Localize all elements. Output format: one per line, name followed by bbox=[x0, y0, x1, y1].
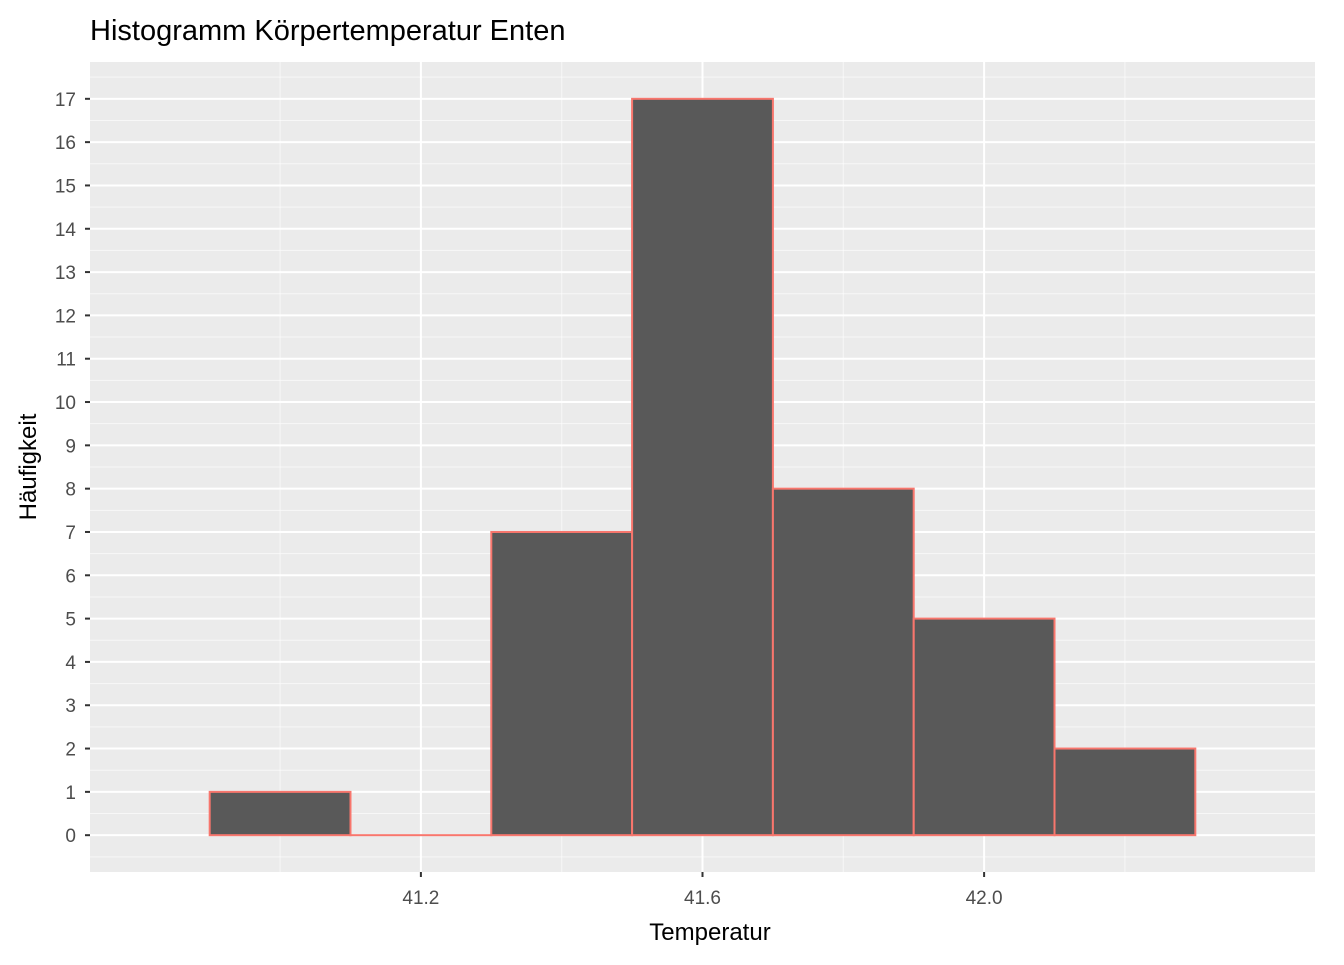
y-axis-label: Häufigkeit bbox=[15, 413, 42, 520]
y-tick-label: 5 bbox=[65, 610, 76, 631]
y-tick-label: 9 bbox=[65, 436, 76, 457]
y-tick-label: 7 bbox=[65, 523, 76, 544]
y-tick-label: 3 bbox=[65, 696, 76, 717]
y-tick-label: 6 bbox=[65, 566, 76, 587]
y-tick-label: 12 bbox=[55, 306, 76, 327]
y-tick-label: 2 bbox=[65, 740, 76, 761]
histogram-bar bbox=[210, 792, 351, 835]
y-tick-label: 10 bbox=[55, 393, 76, 414]
y-tick-label: 4 bbox=[65, 653, 76, 674]
y-tick-label: 14 bbox=[55, 220, 77, 241]
y-tick-label: 13 bbox=[55, 263, 76, 284]
histogram-bar bbox=[1055, 749, 1196, 836]
x-axis-label: Temperatur bbox=[649, 919, 770, 946]
histogram-bar bbox=[632, 99, 773, 835]
y-tick-label: 15 bbox=[55, 176, 76, 197]
x-tick-label: 42.0 bbox=[966, 888, 1003, 909]
y-tick-label: 0 bbox=[65, 826, 76, 847]
y-tick-label: 16 bbox=[55, 133, 76, 154]
x-tick-label: 41.2 bbox=[402, 888, 439, 909]
x-axis: 41.2 41.6 42.0 bbox=[402, 872, 1002, 909]
y-tick-label: 17 bbox=[55, 90, 76, 111]
histogram-bar bbox=[491, 532, 632, 835]
y-tick-label: 8 bbox=[65, 480, 76, 501]
y-tick-label: 11 bbox=[56, 350, 76, 371]
x-tick-label: 41.6 bbox=[684, 888, 721, 909]
histogram-bar bbox=[914, 619, 1055, 836]
histogram-bar bbox=[773, 489, 914, 836]
chart-title: Histogramm Körpertemperatur Enten bbox=[90, 15, 565, 47]
y-tick-label: 1 bbox=[65, 783, 76, 804]
